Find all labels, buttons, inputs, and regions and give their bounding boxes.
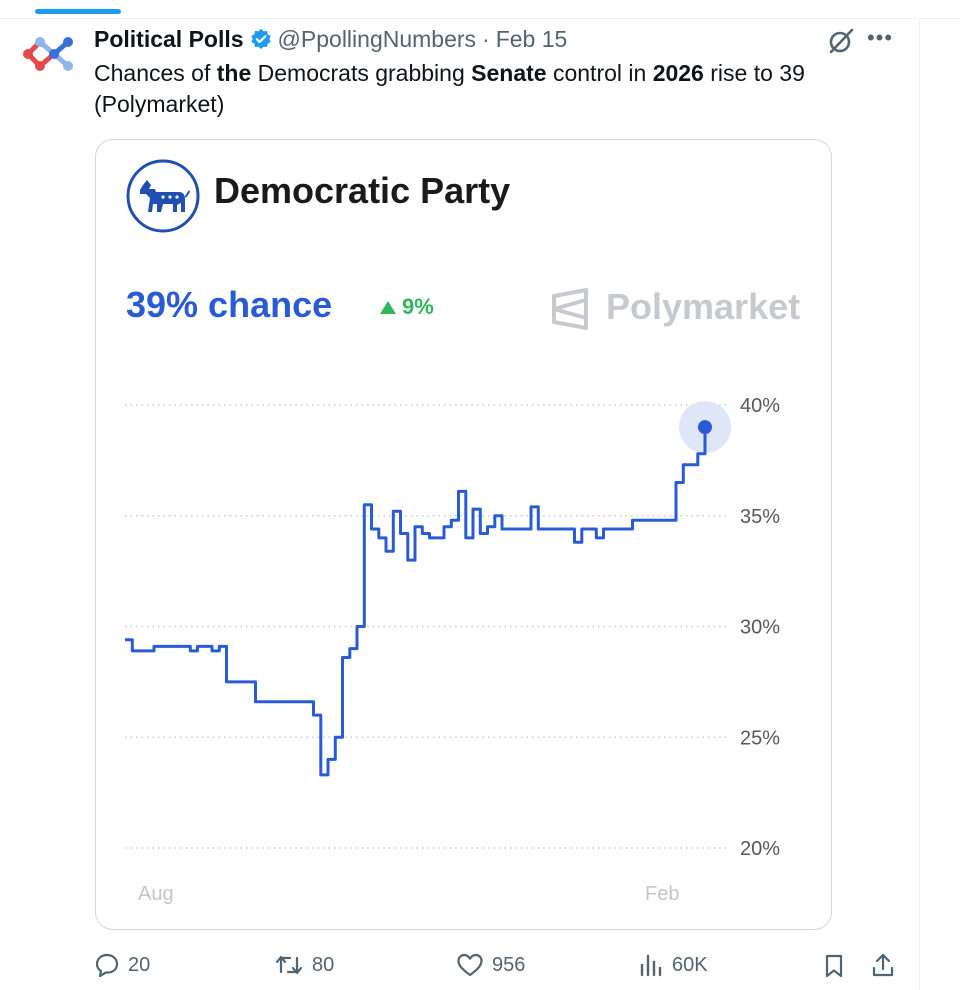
series-line — [125, 427, 707, 777]
y-tick-label: 40% — [740, 395, 780, 417]
avatar[interactable] — [18, 28, 82, 80]
reply-button[interactable]: 20 — [94, 952, 150, 978]
action-bar: 20 80 956 60K — [0, 945, 920, 985]
share-icon[interactable] — [870, 952, 896, 978]
like-icon — [457, 953, 483, 977]
verified-badge-icon[interactable] — [250, 28, 272, 50]
tweet-date[interactable]: Feb 15 — [495, 25, 568, 52]
tweet-text-part: Democrats grabbing — [251, 60, 472, 86]
repost-count: 80 — [312, 953, 335, 976]
tweet-text-part: the — [216, 60, 252, 86]
bookmark-icon[interactable] — [822, 953, 846, 979]
y-tick-label: 35% — [740, 506, 780, 528]
top-strip — [0, 0, 960, 19]
header-separator: · — [482, 25, 490, 52]
like-count: 956 — [492, 953, 526, 976]
tweet-text: Chances of the Democrats grabbing Senate… — [94, 58, 884, 120]
author-handle[interactable]: @PpollingNumbers — [277, 25, 477, 52]
chance-value: 39% chance — [126, 284, 333, 325]
y-tick-label: 25% — [740, 727, 780, 749]
y-tick-label: 20% — [740, 838, 780, 860]
repost-icon — [275, 955, 303, 975]
author-name[interactable]: Political Polls — [94, 25, 244, 52]
donkey-logo-icon — [126, 159, 200, 233]
current-point — [698, 420, 712, 435]
active-tab-indicator — [35, 9, 121, 14]
reply-count: 20 — [128, 953, 151, 976]
like-button[interactable]: 956 — [456, 952, 525, 978]
y-tick-label: 30% — [740, 617, 780, 639]
x-tick-label: Aug — [138, 883, 174, 905]
repost-button[interactable]: 80 — [274, 952, 334, 978]
more-icon[interactable]: ••• — [866, 25, 894, 50]
tweet-text-part: Chances of — [94, 60, 217, 86]
reply-icon — [95, 953, 119, 978]
chart: 40% 35% 30% 25% 20% Aug Feb — [125, 395, 780, 905]
views-icon — [640, 954, 662, 977]
tweet-text-part: rise to 39 (Polymarket) — [94, 60, 805, 117]
views-count: 60K — [672, 953, 708, 976]
change-indicator: 9% — [380, 294, 434, 320]
tweet-text-part: control in — [546, 60, 653, 86]
polymarket-wordmark: Polymarket — [606, 286, 801, 327]
change-value: 9% — [402, 294, 434, 319]
party-title: Democratic Party — [214, 170, 511, 211]
tweet-header: Political Polls @PpollingNumbers · Feb 1… — [94, 24, 567, 54]
up-arrow-icon — [380, 300, 396, 314]
tweet-text-part: 2026 — [652, 60, 704, 86]
views-button[interactable]: 60K — [638, 952, 708, 978]
grok-icon[interactable] — [826, 26, 856, 56]
polymarket-logo-icon — [552, 288, 588, 330]
chart-card[interactable] — [95, 139, 832, 930]
timeline-divider — [919, 18, 920, 990]
tweet-text-part: Senate — [471, 60, 547, 86]
x-tick-label: Feb — [645, 883, 679, 905]
